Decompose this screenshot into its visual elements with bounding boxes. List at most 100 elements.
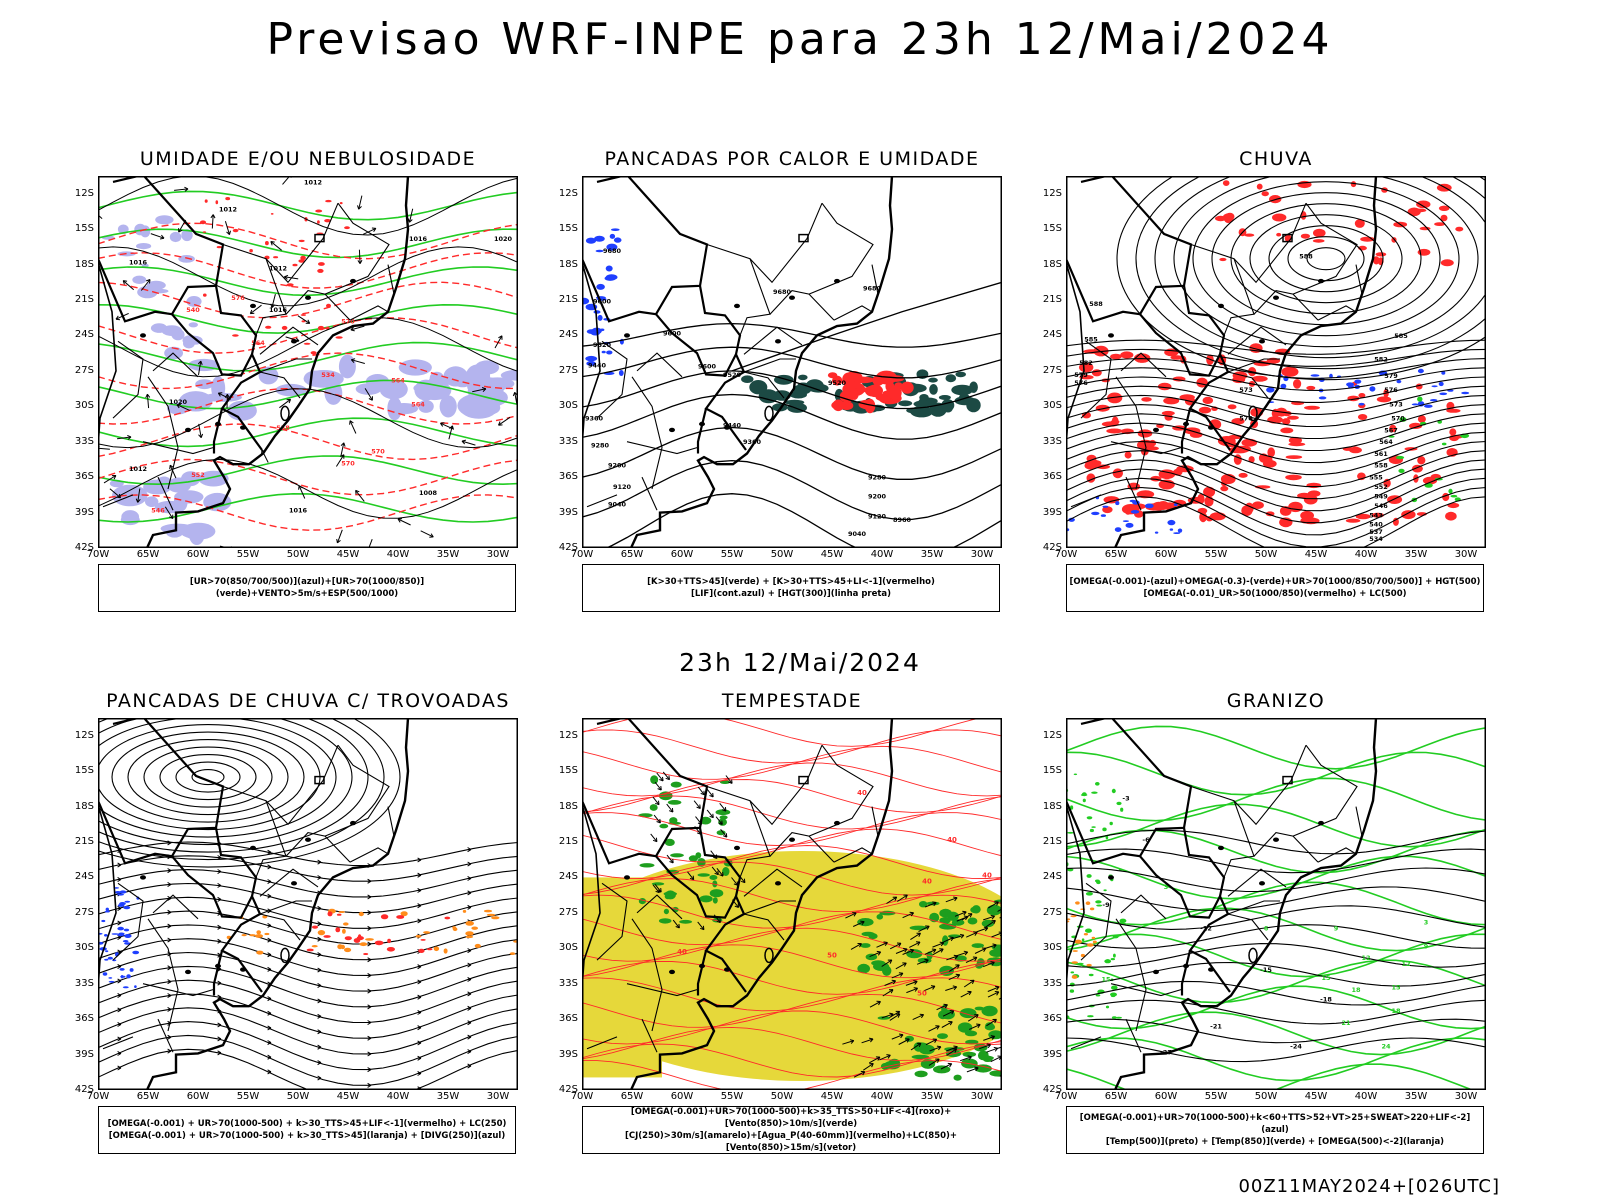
temp500-contour	[1066, 886, 1486, 912]
hgt500-contour	[1066, 376, 1486, 403]
divergence-area	[120, 975, 126, 978]
panel-pancadas_calor: PANCADAS POR CALOR E UMIDADE 9680 9680 9600…	[550, 148, 1030, 628]
wind-vector	[715, 816, 723, 825]
lon-tick-label: 30W	[1454, 549, 1478, 560]
temp850-contour-mark	[1095, 879, 1100, 883]
wind-vector	[656, 772, 664, 782]
lif-contour-mark	[594, 235, 605, 242]
state-border	[626, 441, 698, 455]
wind-vector-head	[963, 950, 969, 956]
omega-area	[1441, 371, 1446, 375]
lagoon-outline	[1248, 405, 1258, 422]
streamline	[98, 718, 385, 861]
rain-area	[1280, 427, 1294, 434]
reservoir-mark	[1208, 967, 1214, 972]
temp850-contour-mark	[1111, 995, 1116, 998]
rain-area	[1244, 233, 1255, 237]
state-border	[102, 494, 134, 508]
temp850-contour-mark	[1086, 816, 1093, 820]
wind850-area	[670, 781, 682, 788]
wind-vector	[137, 488, 141, 503]
instability-li-area	[888, 385, 902, 400]
contour-label: 9120	[613, 483, 632, 491]
wind-vector	[968, 1024, 981, 1030]
wind-vector	[948, 964, 960, 972]
streamline-arrow-head	[267, 849, 272, 855]
streamline-arrow-head	[117, 1007, 122, 1013]
temp850-contour	[1066, 907, 1486, 952]
contour-label: 9280	[868, 474, 887, 482]
thunder-moderate-area	[365, 938, 374, 941]
panel-title: TEMPESTADE	[721, 690, 863, 712]
rain-area	[1222, 180, 1230, 186]
reservoir-mark	[1183, 963, 1189, 969]
divergence-area	[124, 934, 132, 938]
lat-tick-label: 27S	[558, 906, 578, 918]
lat-tick-label: 15S	[1042, 765, 1062, 777]
omega-strong-area	[1071, 975, 1078, 979]
wind-vector-head	[675, 923, 680, 929]
wind-vector-head	[883, 941, 888, 946]
federal-district-outline	[798, 233, 809, 243]
wind-vector-head	[955, 973, 961, 979]
streamline	[98, 965, 518, 1008]
rain-area	[1375, 252, 1387, 257]
rain-area	[1106, 428, 1123, 434]
country-border	[1182, 827, 1231, 993]
streamline-arrow-head	[117, 992, 122, 999]
wind-vector-head	[959, 933, 965, 939]
contour-label: -9	[1102, 901, 1110, 909]
lon-tick-label: 30W	[486, 1091, 510, 1102]
coastline	[145, 718, 410, 1090]
thickness-label-mark	[270, 213, 274, 215]
temp850-contour-mark	[1070, 805, 1074, 810]
humidity-high-area	[169, 231, 182, 243]
streamline-arrow-head	[367, 941, 372, 947]
humidity-high-area	[178, 255, 195, 263]
thunder-moderate-area	[471, 926, 479, 930]
wind-vector	[954, 911, 967, 917]
temp500-contour	[1066, 999, 1486, 1025]
model-run-label: 00Z11MAY2024+[026UTC]	[1238, 1176, 1500, 1197]
wind-vector	[494, 335, 503, 349]
state-border	[195, 744, 339, 826]
contour-label: 576	[231, 294, 245, 302]
omega-strong-area	[1089, 907, 1095, 911]
wind-vector-head	[655, 800, 660, 806]
thickness-label-mark	[339, 202, 343, 205]
temp850-contour-mark	[1116, 801, 1122, 806]
hgt300-contour	[582, 322, 1002, 348]
lat-tick-label: 39S	[74, 506, 94, 518]
wind-vector	[282, 176, 291, 185]
reservoir-mark	[834, 278, 840, 284]
rain-area	[1417, 415, 1426, 423]
rain-area	[1137, 429, 1153, 438]
lat-tick-label: 27S	[1042, 364, 1062, 376]
wind-vector-head	[857, 943, 862, 948]
lon-tick-label: 65W	[620, 549, 644, 560]
state-border	[142, 441, 214, 455]
wind-vector	[925, 1038, 937, 1046]
pressure-isobar	[98, 176, 518, 236]
rain-area	[1417, 456, 1426, 465]
wind-vector-head	[976, 1023, 981, 1029]
reservoir-mark	[724, 425, 730, 430]
temp850-contour-mark	[1069, 989, 1075, 993]
rain-area	[1120, 351, 1134, 359]
wind850-area	[865, 953, 878, 961]
pressure-isobar	[98, 246, 518, 307]
contour-label: 558	[1374, 462, 1388, 470]
reservoir-mark	[669, 969, 675, 975]
thunder-strong-area	[374, 940, 384, 946]
streamline-arrow-head	[267, 1010, 272, 1016]
thunder-moderate-area	[491, 916, 500, 920]
map-chuva: 5885855825795765735705675645615585555525…	[1066, 176, 1486, 548]
lat-tick-label: 39S	[558, 1048, 578, 1060]
lat-tick-label: 27S	[1042, 906, 1062, 918]
wind-vector-head	[217, 392, 223, 397]
lon-tick-label: 35W	[920, 1091, 944, 1102]
temp850-contour	[1066, 1011, 1486, 1056]
wind-vector-head	[891, 979, 897, 985]
humidity-high-area	[181, 229, 193, 242]
streamline	[159, 753, 257, 801]
